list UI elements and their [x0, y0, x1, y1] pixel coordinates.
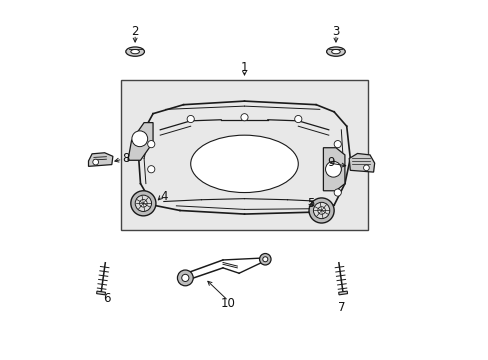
Text: 7: 7 [337, 301, 345, 314]
Polygon shape [97, 291, 105, 295]
Text: 1: 1 [240, 60, 248, 73]
Circle shape [93, 159, 99, 165]
Circle shape [147, 166, 155, 173]
Polygon shape [88, 153, 113, 166]
Circle shape [182, 274, 188, 282]
Circle shape [294, 116, 301, 123]
Circle shape [241, 114, 247, 121]
Polygon shape [338, 291, 347, 295]
Text: 3: 3 [331, 25, 339, 38]
Text: 8: 8 [122, 152, 130, 165]
Circle shape [363, 165, 368, 171]
Text: 5: 5 [306, 197, 314, 210]
Ellipse shape [131, 49, 139, 54]
Polygon shape [323, 148, 344, 191]
Circle shape [333, 189, 341, 196]
Polygon shape [128, 123, 153, 160]
Ellipse shape [326, 47, 345, 56]
Text: 4: 4 [160, 190, 167, 203]
Text: 6: 6 [102, 292, 110, 305]
Circle shape [308, 198, 333, 223]
Circle shape [259, 253, 270, 265]
Polygon shape [348, 153, 374, 172]
Circle shape [177, 270, 193, 286]
Text: 2: 2 [131, 25, 139, 38]
Bar [121, 80, 367, 230]
Text: 9: 9 [326, 156, 334, 169]
Circle shape [325, 161, 341, 177]
Circle shape [131, 191, 156, 216]
Circle shape [135, 195, 151, 211]
Text: 10: 10 [221, 297, 235, 310]
Circle shape [333, 166, 341, 173]
Circle shape [317, 207, 325, 214]
Ellipse shape [331, 49, 340, 54]
Circle shape [333, 140, 341, 148]
Circle shape [139, 199, 147, 207]
Circle shape [313, 202, 329, 219]
Circle shape [187, 116, 194, 123]
Circle shape [132, 131, 147, 147]
Ellipse shape [125, 47, 144, 56]
Ellipse shape [190, 135, 298, 193]
Circle shape [262, 257, 267, 262]
Circle shape [147, 140, 155, 148]
